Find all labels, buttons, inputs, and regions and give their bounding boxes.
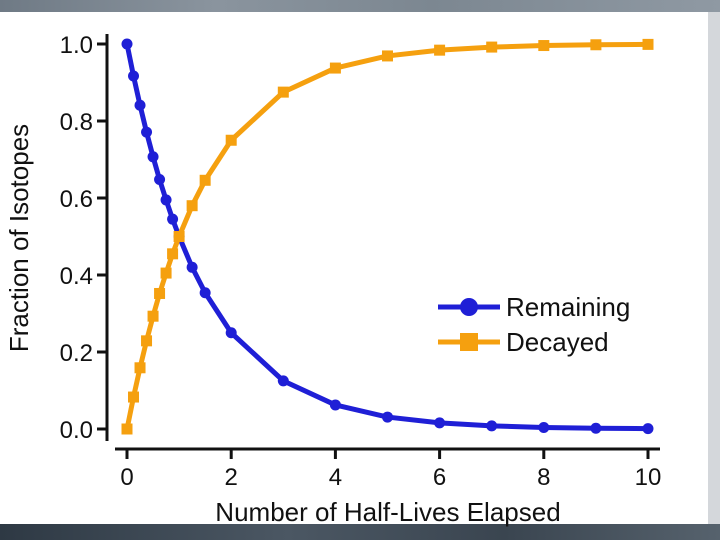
data-point-remaining	[167, 213, 179, 225]
data-point-remaining	[141, 126, 153, 138]
data-point-remaining	[382, 411, 393, 423]
data-point-decayed	[225, 134, 237, 146]
series-layer	[121, 38, 654, 435]
data-point-decayed	[382, 50, 393, 62]
y-tick-label: 0.6	[60, 186, 93, 213]
data-point-decayed	[134, 362, 146, 374]
legend-entry-decayed: Decayed	[438, 327, 609, 357]
legend-entry-remaining: Remaining	[438, 292, 630, 322]
y-tick-label: 0.0	[60, 417, 93, 444]
legend: Remaining Decayed	[438, 292, 630, 357]
data-point-remaining	[225, 327, 237, 339]
x-tick-label: 6	[433, 464, 446, 491]
x-axis-title: Number of Half-Lives Elapsed	[215, 497, 560, 527]
x-tick-label: 8	[537, 464, 550, 491]
series-decayed	[121, 38, 654, 435]
data-point-remaining	[147, 151, 159, 163]
legend-label-decayed: Decayed	[506, 327, 609, 357]
data-point-remaining	[199, 287, 211, 299]
data-point-remaining	[128, 70, 140, 82]
legend-marker-remaining	[460, 298, 478, 316]
data-point-decayed	[486, 41, 498, 53]
data-point-decayed	[186, 200, 198, 212]
data-point-decayed	[277, 86, 289, 98]
data-point-remaining	[434, 417, 446, 429]
y-tick-label: 1.0	[60, 32, 93, 59]
data-point-decayed	[147, 310, 159, 322]
data-point-decayed	[154, 287, 166, 299]
bottom-decorative-band	[0, 524, 720, 540]
x-axis-ticks: 0 2 4 6 8 10	[120, 449, 661, 491]
data-point-decayed	[121, 423, 133, 435]
data-point-decayed	[141, 335, 153, 347]
data-point-remaining	[277, 375, 289, 387]
series-line-remaining	[124, 43, 649, 432]
y-axis-ticks: 0.0 0.2 0.4 0.6 0.8 1.0	[60, 32, 107, 444]
data-point-decayed	[642, 38, 654, 50]
data-point-remaining	[186, 261, 198, 273]
data-point-remaining	[154, 174, 166, 186]
data-point-remaining	[486, 420, 498, 432]
legend-marker-decayed	[460, 333, 478, 351]
x-tick-label: 0	[120, 464, 133, 491]
data-point-decayed	[538, 40, 550, 52]
data-point-decayed	[160, 267, 172, 279]
x-tick-label: 4	[329, 464, 342, 491]
top-decorative-band	[0, 0, 720, 12]
legend-label-remaining: Remaining	[506, 292, 630, 322]
data-point-decayed	[128, 391, 140, 403]
x-tick-label: 10	[635, 464, 662, 491]
data-point-remaining	[160, 194, 172, 206]
data-point-remaining	[538, 421, 550, 433]
data-point-decayed	[590, 39, 602, 51]
series-line-decayed	[124, 41, 649, 430]
data-point-decayed	[434, 44, 446, 56]
x-tick-label: 2	[225, 464, 238, 491]
y-axis-title: Fraction of Isotopes	[4, 124, 34, 352]
data-point-remaining	[590, 422, 602, 434]
data-point-decayed	[199, 174, 211, 186]
slide-background	[0, 12, 708, 524]
y-tick-label: 0.4	[60, 263, 93, 290]
series-remaining	[121, 38, 654, 435]
data-point-remaining	[329, 399, 341, 411]
y-tick-label: 0.2	[60, 340, 93, 367]
data-point-remaining	[134, 99, 146, 111]
data-point-remaining	[121, 38, 133, 50]
data-point-decayed	[173, 231, 185, 242]
data-point-decayed	[329, 62, 341, 74]
data-point-remaining	[642, 423, 654, 435]
data-point-decayed	[167, 248, 179, 260]
y-tick-label: 0.8	[60, 109, 93, 136]
